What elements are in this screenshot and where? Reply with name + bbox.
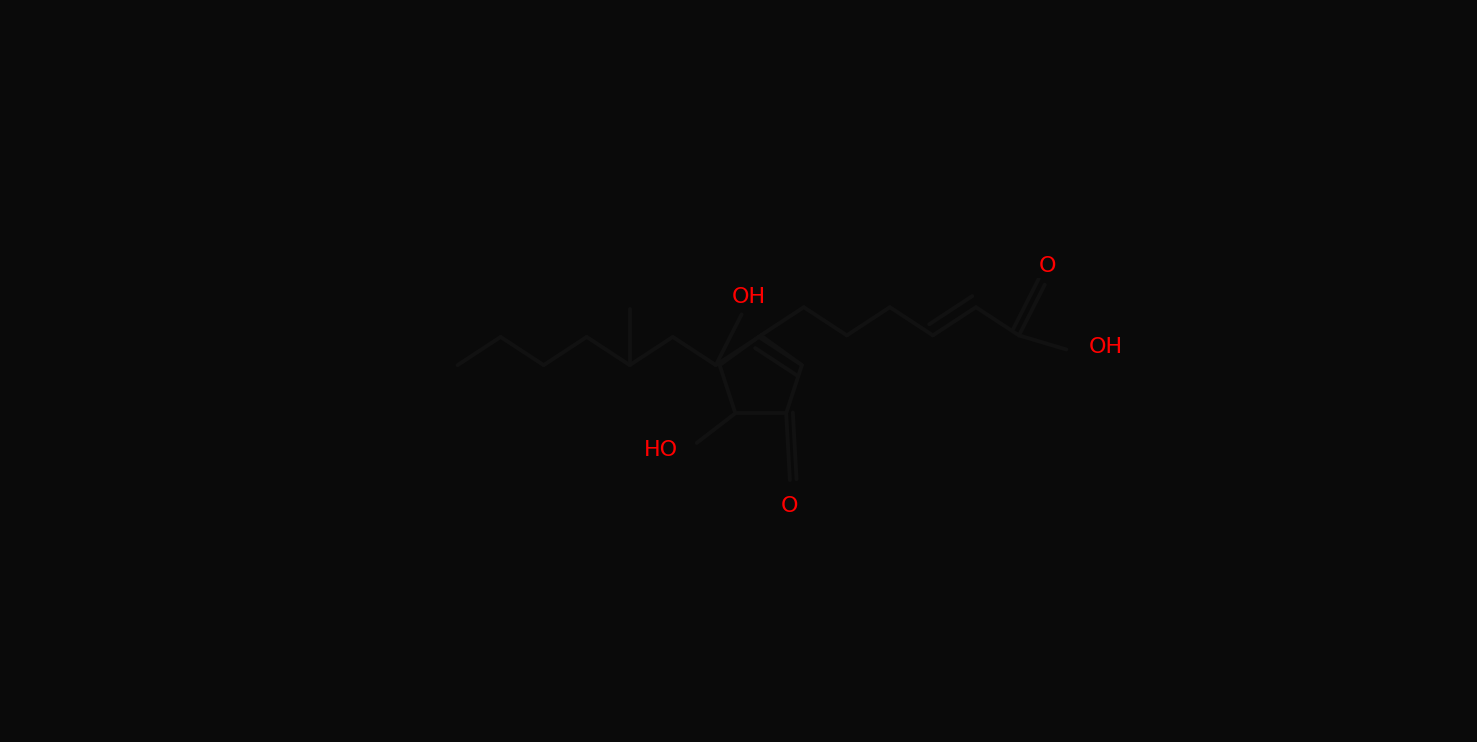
Text: O: O — [1038, 256, 1056, 276]
Text: HO: HO — [644, 440, 678, 460]
Text: OH: OH — [1089, 338, 1123, 357]
Text: O: O — [781, 496, 799, 516]
Text: OH: OH — [733, 287, 767, 307]
